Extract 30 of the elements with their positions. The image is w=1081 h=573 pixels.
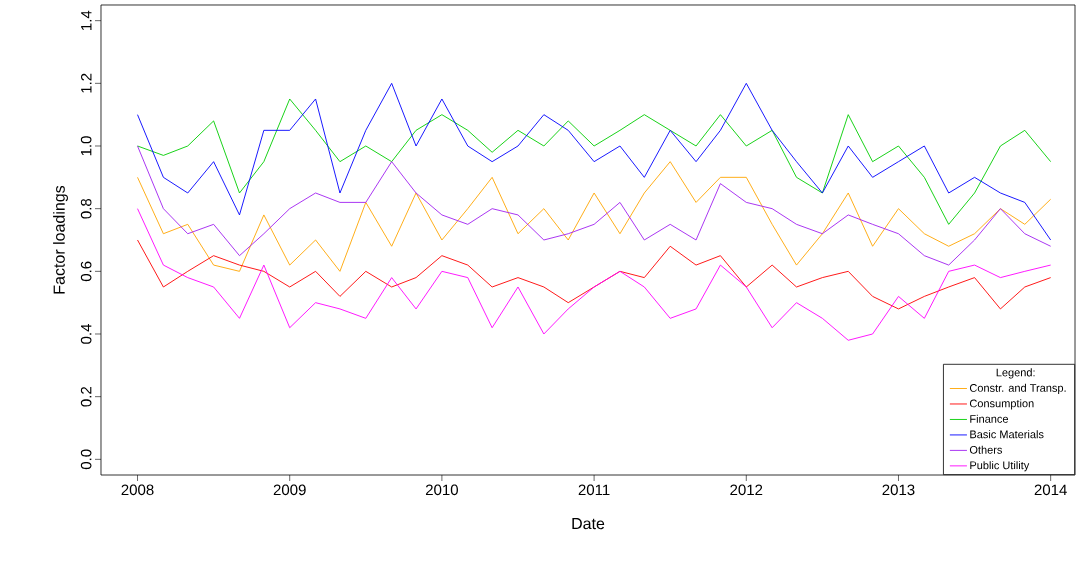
line-series <box>137 208 1052 341</box>
line-series <box>137 145 1052 266</box>
y-tick-label: 0.8 <box>80 198 92 219</box>
line-series <box>137 239 1052 310</box>
x-tick-label: 2013 <box>882 484 915 496</box>
legend-label: Consumption <box>969 399 1034 410</box>
y-axis-title: Factor loadings <box>53 185 68 294</box>
x-tick-label: 2014 <box>1034 484 1067 496</box>
y-tick-label: 1.4 <box>81 10 92 30</box>
legend-label: Others <box>969 445 1002 454</box>
y-tick-label: 0.0 <box>80 449 92 470</box>
x-tick-label: 2008 <box>121 484 154 496</box>
y-tick-label: 1.0 <box>80 136 92 156</box>
y-tick-label: 1.2 <box>81 73 92 93</box>
line-series <box>137 98 1052 225</box>
x-tick-label: 2011 <box>578 484 610 496</box>
legend-label: Basic Materials <box>970 430 1044 439</box>
legend-title: Legend: <box>996 368 1035 379</box>
line-series <box>137 161 1052 272</box>
y-tick-label: 0.6 <box>80 261 92 282</box>
y-tick-label: 0.2 <box>80 386 92 407</box>
x-tick-label: 2010 <box>425 484 458 496</box>
x-axis-title: Date <box>572 518 605 530</box>
line-series <box>137 82 1052 241</box>
x-tick-label: 2012 <box>730 484 763 496</box>
legend-label: Constr. and Transp. <box>969 383 1066 395</box>
legend-label: Finance <box>970 414 1009 423</box>
x-tick-label: 2009 <box>273 484 306 496</box>
legend-label: Public Utility <box>970 461 1030 472</box>
y-tick-label: 0.4 <box>80 324 92 344</box>
